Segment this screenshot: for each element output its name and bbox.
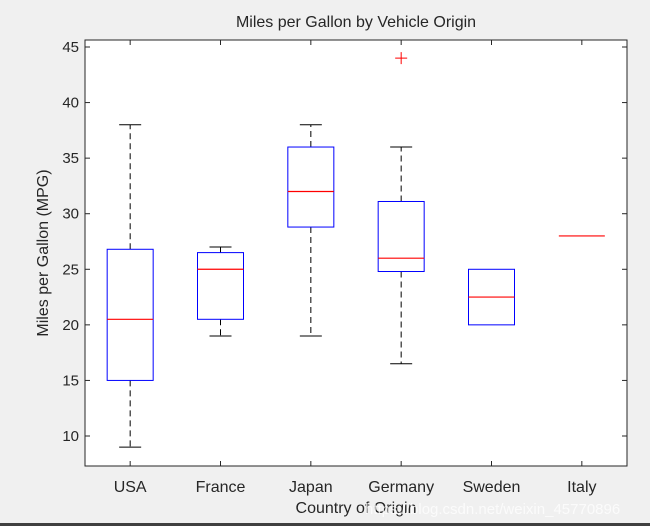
x-tick-label: Italy	[567, 479, 596, 496]
y-tick-label: 20	[62, 317, 79, 334]
y-tick-label: 45	[62, 39, 79, 56]
x-tick-label: Sweden	[463, 479, 521, 496]
x-tick-label: USA	[114, 479, 147, 496]
window-border	[0, 523, 650, 526]
y-tick-label: 10	[62, 428, 79, 445]
chart-title: Miles per Gallon by Vehicle Origin	[235, 14, 477, 31]
x-tick-label: Germany	[368, 479, 434, 496]
y-tick-label: 30	[62, 206, 79, 223]
axes-box	[84, 39, 628, 467]
x-tick-label: France	[196, 479, 246, 496]
box-japan	[287, 146, 335, 228]
x-axis-label: Country of Origin	[295, 500, 417, 517]
y-tick-label: 15	[62, 372, 79, 389]
box-usa	[106, 248, 154, 381]
y-tick-label: 40	[62, 95, 79, 112]
y-tick-label: 25	[62, 261, 79, 278]
box-germany	[377, 200, 425, 273]
box-france	[197, 252, 244, 320]
x-tick-label: Japan	[289, 479, 333, 496]
y-tick-label: 35	[62, 150, 79, 167]
watermark: https://blog.csdn.net/weixin_45770896	[365, 501, 621, 518]
